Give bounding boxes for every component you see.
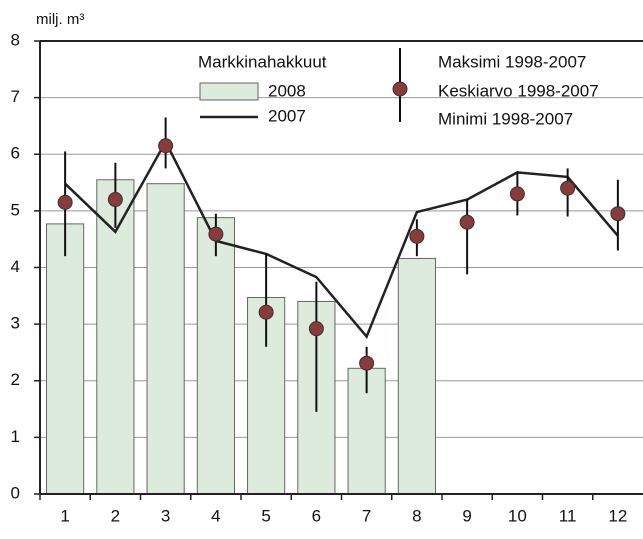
x-tick-label: 2 <box>111 506 120 525</box>
y-tick-label: 0 <box>11 483 20 502</box>
y-tick-label: 5 <box>11 200 20 219</box>
x-tick-label: 12 <box>608 506 627 525</box>
legend-swatch <box>392 81 408 97</box>
y-tick-label: 6 <box>11 144 20 163</box>
x-tick-label: 6 <box>312 506 321 525</box>
y-tick-label: 2 <box>11 370 20 389</box>
mean-point <box>208 226 224 242</box>
legend-label: 2008 <box>268 81 306 100</box>
mean-point <box>359 355 375 371</box>
bar <box>397 257 436 495</box>
x-tick-label: 10 <box>508 506 527 525</box>
mean-point <box>610 206 626 222</box>
legend-label: Keskiarvo 1998-2007 <box>438 81 599 100</box>
mean-point <box>258 304 274 320</box>
legend-label: Minimi 1998-2007 <box>438 109 573 128</box>
mean-point <box>308 321 324 337</box>
mean-point <box>459 214 475 230</box>
y-tick-label: 8 <box>11 30 20 49</box>
y-tick-label: 3 <box>11 314 20 333</box>
x-tick-label: 3 <box>161 506 170 525</box>
mean-point <box>57 194 73 210</box>
x-tick-label: 1 <box>60 506 69 525</box>
mean-point <box>158 138 174 154</box>
y-tick-label: 4 <box>11 257 20 276</box>
bar <box>46 223 85 495</box>
legend-label: 2007 <box>268 106 306 125</box>
y-tick-label: 7 <box>11 87 20 106</box>
x-tick-label: 8 <box>412 506 421 525</box>
mean-point <box>409 228 425 244</box>
legend-swatch <box>199 82 259 101</box>
bar <box>196 217 235 495</box>
x-tick-label: 4 <box>211 506 220 525</box>
mean-point <box>107 192 123 208</box>
mean-point <box>560 180 576 196</box>
x-tick-label: 9 <box>462 506 471 525</box>
bar <box>146 183 185 495</box>
legend-label: Maksimi 1998-2007 <box>438 52 586 71</box>
line <box>64 139 619 339</box>
x-tick-label: 5 <box>261 506 270 525</box>
x-tick-label: 7 <box>362 506 371 525</box>
x-tick-label: 11 <box>559 506 577 525</box>
y-tick-label: 1 <box>11 427 20 446</box>
y-axis-label: milj. m³ <box>36 11 84 28</box>
legend-title: Markkinahakkuut <box>198 52 327 71</box>
mean-point <box>509 186 525 202</box>
